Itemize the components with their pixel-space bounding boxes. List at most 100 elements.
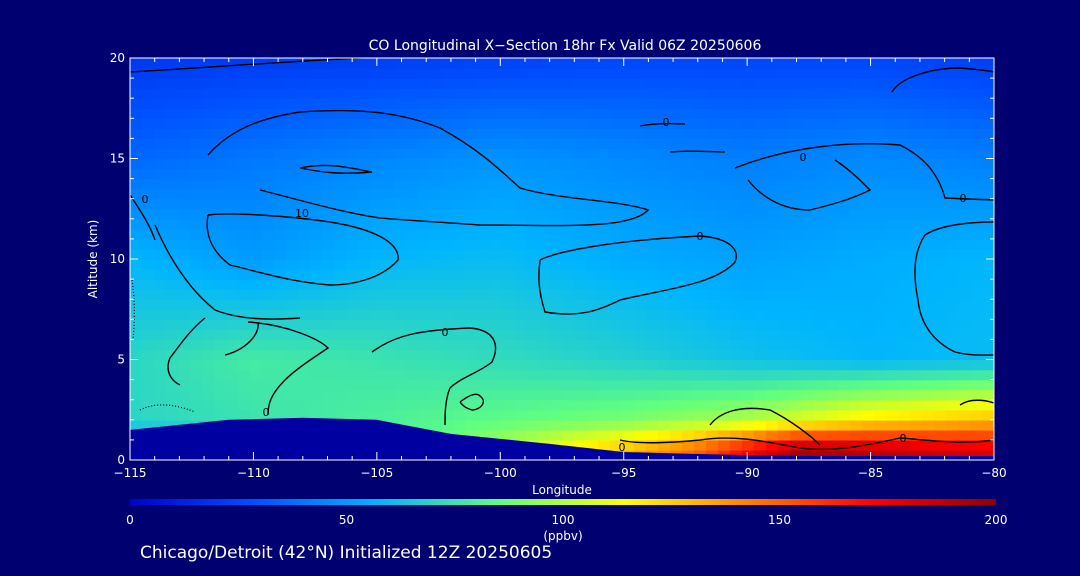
- field-cell: [922, 269, 935, 280]
- field-cell: [934, 399, 947, 411]
- field-cell: [754, 188, 767, 200]
- field-cell: [622, 399, 635, 411]
- field-cell: [586, 419, 599, 431]
- field-cell: [910, 309, 923, 320]
- field-cell: [418, 359, 431, 371]
- field-cell: [358, 369, 371, 381]
- field-cell: [274, 349, 287, 361]
- field-cell: [502, 228, 515, 240]
- field-cell: [778, 369, 791, 381]
- field-cell: [370, 118, 383, 129]
- field-cell: [778, 409, 791, 421]
- field-cell: [334, 369, 347, 381]
- field-cell: [826, 359, 839, 371]
- field-cell: [310, 279, 323, 290]
- field-cell: [130, 349, 143, 361]
- field-cell: [838, 439, 851, 451]
- field-cell: [238, 269, 251, 280]
- field-cell: [454, 168, 467, 180]
- field-cell: [610, 299, 623, 310]
- field-cell: [322, 188, 335, 200]
- field-cell: [694, 238, 707, 250]
- field-cell: [274, 128, 287, 139]
- field-cell: [538, 429, 551, 441]
- field-cell: [610, 409, 623, 421]
- field-cell: [730, 299, 743, 310]
- field-cell: [238, 309, 251, 320]
- field-cell: [826, 409, 839, 421]
- field-cell: [430, 259, 443, 270]
- field-cell: [202, 409, 215, 421]
- field-cell: [382, 78, 395, 89]
- field-cell: [418, 289, 431, 300]
- field-cell: [862, 178, 875, 190]
- field-cell: [562, 208, 575, 220]
- field-cell: [562, 58, 575, 69]
- field-cell: [766, 429, 779, 441]
- field-cell: [286, 138, 299, 150]
- field-cell: [202, 349, 215, 361]
- field-cell: [166, 208, 179, 220]
- field-cell: [334, 78, 347, 89]
- field-cell: [730, 319, 743, 330]
- field-cell: [922, 88, 935, 99]
- field-cell: [550, 259, 563, 270]
- field-cell: [682, 58, 695, 69]
- field-cell: [982, 108, 994, 119]
- field-cell: [610, 188, 623, 200]
- field-cell: [370, 208, 383, 220]
- field-cell: [622, 188, 635, 200]
- field-cell: [370, 238, 383, 250]
- field-cell: [766, 449, 779, 460]
- field-cell: [826, 248, 839, 260]
- field-cell: [394, 178, 407, 190]
- field-cell: [130, 208, 143, 220]
- field-cell: [610, 279, 623, 290]
- field-cell: [442, 269, 455, 280]
- field-cell: [862, 158, 875, 170]
- field-cell: [970, 429, 983, 441]
- field-cell: [970, 359, 983, 371]
- field-cell: [442, 279, 455, 290]
- field-cell: [442, 88, 455, 99]
- field-cell: [142, 178, 155, 190]
- field-cell: [634, 168, 647, 180]
- field-cell: [670, 429, 683, 441]
- field-cell: [274, 138, 287, 150]
- field-cell: [610, 429, 623, 441]
- field-cell: [238, 238, 251, 250]
- field-cell: [934, 108, 947, 119]
- field-cell: [382, 389, 395, 401]
- field-cell: [754, 339, 767, 351]
- field-cell: [658, 58, 671, 69]
- field-cell: [298, 379, 311, 391]
- field-cell: [466, 299, 479, 310]
- field-cell: [418, 238, 431, 250]
- field-cell: [466, 339, 479, 351]
- field-cell: [634, 419, 647, 431]
- field-cell: [406, 389, 419, 401]
- field-cell: [322, 349, 335, 361]
- field-cell: [202, 188, 215, 200]
- field-cell: [694, 128, 707, 139]
- field-cell: [886, 339, 899, 351]
- field-cell: [886, 158, 899, 170]
- field-cell: [550, 88, 563, 99]
- field-cell: [814, 289, 827, 300]
- field-cell: [610, 158, 623, 170]
- field-cell: [550, 379, 563, 391]
- field-cell: [814, 399, 827, 411]
- field-cell: [310, 259, 323, 270]
- field-cell: [550, 138, 563, 150]
- field-cell: [826, 138, 839, 150]
- field-cell: [190, 389, 203, 401]
- field-cell: [982, 289, 994, 300]
- field-cell: [502, 259, 515, 270]
- field-cell: [130, 58, 143, 69]
- field-cell: [646, 138, 659, 150]
- field-cell: [790, 319, 803, 330]
- field-cell: [286, 88, 299, 99]
- field-cell: [502, 339, 515, 351]
- field-cell: [442, 309, 455, 320]
- field-cell: [550, 349, 563, 361]
